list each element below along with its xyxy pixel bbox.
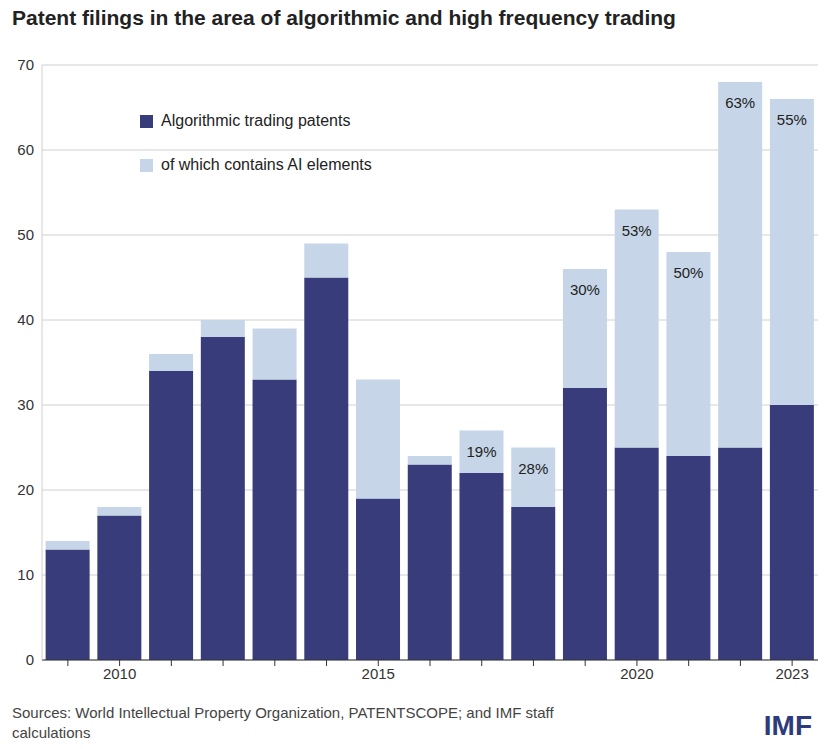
- svg-text:19%: 19%: [466, 443, 496, 460]
- svg-text:70: 70: [17, 56, 34, 73]
- svg-text:2020: 2020: [620, 665, 653, 682]
- svg-text:30: 30: [17, 396, 34, 413]
- svg-text:60: 60: [17, 141, 34, 158]
- svg-text:0: 0: [26, 651, 34, 668]
- svg-text:2023: 2023: [775, 665, 808, 682]
- html-text:of which contains AI elements: of which contains AI elements: [161, 156, 372, 173]
- svg-text:2015: 2015: [362, 665, 395, 682]
- svg-text:40: 40: [17, 311, 34, 328]
- svg-text:2010: 2010: [103, 665, 136, 682]
- svg-text:10: 10: [17, 566, 34, 583]
- svg-text:53%: 53%: [622, 222, 652, 239]
- svg-text:20: 20: [17, 481, 34, 498]
- html-text:Algorithmic trading patents: Algorithmic trading patents: [161, 112, 351, 129]
- html-text:Patent filings in the area of: Patent filings in the area of algorithmi…: [12, 6, 676, 29]
- html-text:IMF: IMF: [763, 710, 812, 741]
- svg-text:55%: 55%: [777, 111, 807, 128]
- svg-text:30%: 30%: [570, 281, 600, 298]
- svg-text:50%: 50%: [673, 264, 703, 281]
- svg-text:28%: 28%: [518, 460, 548, 477]
- html-text:Sources: World Intellectual Pr: Sources: World Intellectual Property Org…: [12, 704, 554, 741]
- svg-text:63%: 63%: [725, 94, 755, 111]
- svg-text:50: 50: [17, 226, 34, 243]
